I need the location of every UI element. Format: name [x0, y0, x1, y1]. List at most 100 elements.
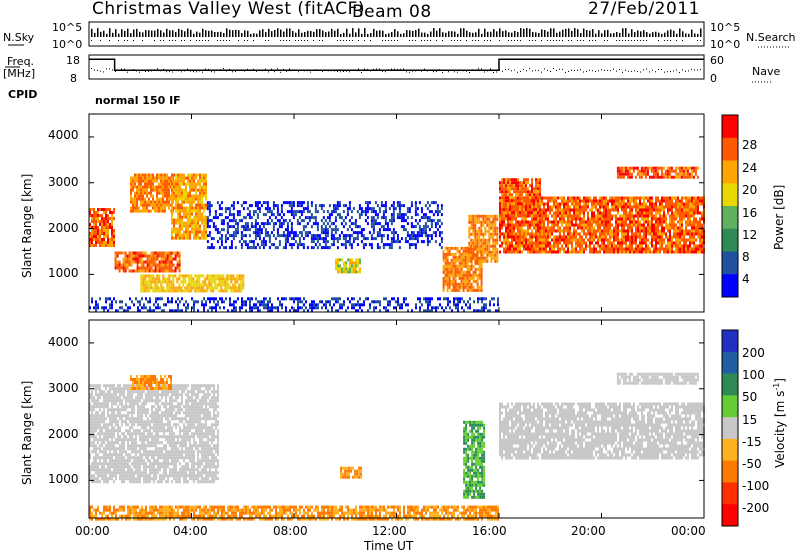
power-cell — [146, 289, 149, 293]
nsky-bar — [328, 31, 330, 37]
power-cell — [464, 261, 467, 265]
power-cell — [693, 247, 695, 251]
power-cell — [549, 250, 551, 254]
power-cell — [134, 173, 136, 177]
power-cell — [681, 205, 683, 209]
power-cell — [689, 235, 691, 239]
nsearch-dot — [631, 40, 632, 41]
power-cell — [142, 251, 145, 255]
nsky-bar — [223, 33, 225, 37]
power-cell — [338, 237, 341, 241]
nsky-bar — [295, 32, 297, 37]
power-cell — [599, 202, 601, 206]
velocity-tick-neg50: -50 — [742, 457, 762, 471]
nave-dot — [244, 70, 245, 72]
power-cell — [462, 270, 465, 274]
power-cell — [490, 253, 493, 257]
power-cell — [298, 240, 301, 244]
power-cell — [543, 211, 545, 215]
power-cell — [511, 223, 513, 227]
power-cell — [202, 280, 205, 284]
power-cell — [601, 244, 603, 248]
power-cell — [292, 243, 295, 247]
power-cell — [675, 214, 677, 218]
power-cell — [150, 185, 152, 189]
power-cell — [605, 238, 607, 242]
power-cell — [201, 176, 203, 180]
power-cell — [200, 283, 203, 287]
power-cell — [525, 241, 527, 245]
power-cell — [695, 232, 697, 236]
power-cell — [171, 203, 173, 207]
power-cell — [358, 231, 361, 235]
power-cell — [701, 226, 703, 230]
power-cell — [179, 185, 181, 189]
power-cell — [466, 261, 469, 265]
power-cell — [179, 209, 181, 213]
power-cell — [693, 220, 695, 224]
power-cell — [158, 269, 161, 273]
power-cell — [597, 217, 599, 221]
power-cell — [645, 220, 647, 224]
power-cell — [142, 254, 145, 258]
power-cell — [386, 237, 389, 241]
power-cell — [563, 214, 565, 218]
power-cell — [144, 179, 146, 183]
power-cell — [304, 216, 307, 220]
nsearch-dot — [472, 40, 473, 41]
power-cell — [278, 213, 281, 217]
power-cell — [442, 267, 445, 271]
power-cell — [585, 223, 587, 227]
power-cell — [434, 225, 437, 229]
nsearch-dot — [640, 40, 641, 41]
power-cell — [224, 240, 227, 244]
power-cell — [603, 202, 605, 206]
power-cell — [109, 223, 111, 226]
nsky-bar — [397, 31, 399, 37]
power-cell — [154, 206, 156, 210]
power-cell — [482, 256, 485, 260]
power-cell — [653, 217, 655, 221]
power-cell — [174, 251, 177, 255]
power-cell — [339, 270, 341, 274]
power-cell — [569, 226, 571, 230]
power-cell — [113, 217, 115, 220]
power-cell — [521, 241, 523, 245]
power-cell — [226, 280, 229, 284]
power-cell — [177, 194, 179, 198]
power-cell — [132, 209, 134, 213]
power-cell — [191, 194, 193, 198]
nave-dot — [553, 68, 554, 69]
power-cell — [203, 173, 205, 177]
power-cell — [511, 178, 513, 182]
power-cell — [511, 232, 513, 236]
power-cell — [671, 202, 673, 206]
power-cell — [478, 250, 481, 254]
power-cell — [549, 220, 551, 224]
power-cell — [470, 282, 473, 286]
power-cell — [234, 219, 237, 223]
power-cell — [673, 217, 675, 221]
power-cell — [124, 266, 127, 270]
power-region-4 — [140, 274, 245, 293]
power-cell — [152, 257, 155, 261]
power-cell — [484, 229, 487, 233]
power-cell — [175, 182, 177, 186]
power-cell — [663, 247, 665, 251]
power-cell — [300, 243, 303, 247]
power-cell — [191, 212, 193, 216]
power-cell — [695, 244, 697, 248]
power-cell — [553, 238, 555, 242]
nave-dot — [592, 70, 593, 72]
power-cell — [655, 196, 657, 200]
power-cell — [206, 289, 209, 293]
power-cell — [595, 229, 597, 233]
power-cell — [146, 263, 149, 267]
power-cell — [585, 199, 587, 203]
power-cell — [671, 199, 673, 203]
power-cell — [555, 205, 557, 209]
power-cell — [298, 243, 301, 247]
power-cell — [230, 243, 233, 247]
nsearch-dot — [604, 40, 605, 41]
power-cell — [701, 244, 703, 248]
